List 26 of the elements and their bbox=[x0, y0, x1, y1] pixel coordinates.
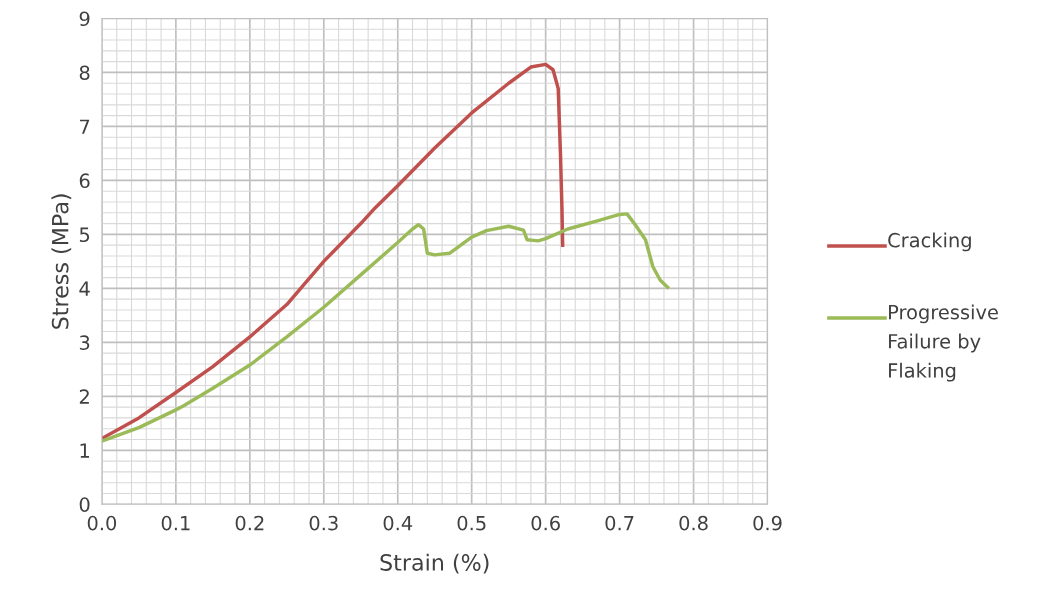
x-tick-label: 0.7 bbox=[605, 515, 634, 531]
y-tick-label: 3 bbox=[79, 335, 90, 351]
x-tick-label: 0.2 bbox=[235, 515, 264, 531]
x-tick-label: 0.5 bbox=[457, 515, 486, 531]
x-tick-label: 0.0 bbox=[87, 515, 117, 531]
x-axis-title: Strain (%) bbox=[380, 553, 489, 574]
y-tick-label: 4 bbox=[79, 281, 90, 296]
y-axis-title: Stress (MPa) bbox=[51, 194, 72, 329]
y-tick-label: 1 bbox=[80, 443, 90, 458]
x-tick-label: 0.9 bbox=[753, 515, 782, 531]
legend-label: Cracking bbox=[888, 232, 971, 252]
x-tick-label: 0.8 bbox=[679, 515, 708, 531]
y-tick-label: 9 bbox=[79, 11, 90, 27]
x-tick-label: 0.1 bbox=[161, 515, 190, 531]
y-tick-label: 7 bbox=[80, 119, 90, 134]
x-tick-label: 0.3 bbox=[309, 515, 338, 531]
x-tick-label: 0.6 bbox=[531, 515, 560, 531]
y-tick-label: 8 bbox=[79, 65, 90, 81]
x-tick-label: 0.4 bbox=[383, 515, 413, 531]
legend-label: Progressive Failure by Flaking bbox=[889, 304, 998, 382]
y-tick-label: 2 bbox=[79, 389, 89, 404]
y-tick-label: 5 bbox=[79, 227, 90, 243]
y-tick-label: 6 bbox=[79, 173, 90, 189]
line-series bbox=[101, 62, 565, 441]
line-series bbox=[101, 212, 670, 443]
y-tick-label: 0 bbox=[79, 497, 90, 512]
